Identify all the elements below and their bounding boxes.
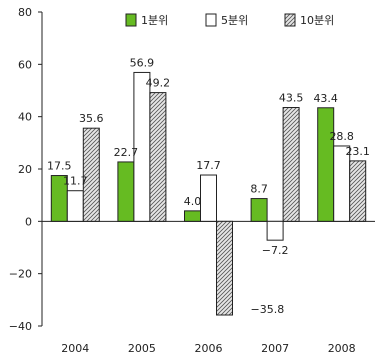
legend-label: 10분위 xyxy=(300,14,334,27)
y-tick-label: −20 xyxy=(9,268,32,281)
bar-1분위-2006 xyxy=(184,210,201,222)
bar-10분위-2006 xyxy=(216,220,233,316)
bar-10분위-2007 xyxy=(282,107,300,222)
data-labels: 17.5 22.7 4.0 8.7 43.4 11.7 56.9 17.7 −7.2 28.8 35… xyxy=(47,56,370,316)
legend-swatch xyxy=(205,13,217,27)
data-label: 35.6 xyxy=(79,112,104,125)
bar-1분위-2008 xyxy=(317,107,335,222)
x-axis: 2004 2005 2006 2007 2008 xyxy=(42,220,375,354)
bar-1분위-2005 xyxy=(117,161,135,222)
data-label: 43.4 xyxy=(313,92,338,105)
data-label: 11.7 xyxy=(63,175,88,188)
x-tick-label: 2004 xyxy=(61,342,89,354)
legend-swatch xyxy=(125,13,137,27)
bar-5분위-2007 xyxy=(266,220,284,241)
bar-10분위-2005 xyxy=(149,92,167,222)
data-label: 22.7 xyxy=(114,146,139,159)
data-label: 4.0 xyxy=(184,195,202,208)
y-tick-label: 20 xyxy=(18,163,32,176)
data-label: 56.9 xyxy=(130,56,155,69)
bar-10분위-2008 xyxy=(349,160,367,222)
legend-label: 5분위 xyxy=(221,14,248,27)
legend: 1분위 5분위 10분위 xyxy=(125,13,334,27)
y-tick-label: −40 xyxy=(9,320,32,333)
bar-5분위-2004 xyxy=(66,190,84,222)
data-label: −35.8 xyxy=(251,303,285,316)
bars xyxy=(50,71,367,316)
y-tick-label: 60 xyxy=(18,58,32,71)
data-label: 17.7 xyxy=(196,159,221,172)
data-label: 49.2 xyxy=(146,77,171,90)
y-tick-label: 80 xyxy=(18,6,32,19)
x-tick-label: 2006 xyxy=(195,342,223,354)
x-tick-label: 2007 xyxy=(261,342,289,354)
data-label: 43.5 xyxy=(279,92,304,105)
x-tick-label: 2008 xyxy=(328,342,356,354)
y-axis: 80 60 40 20 0 −20 −40 xyxy=(9,6,43,333)
y-tick-label: 40 xyxy=(18,111,32,124)
bar-5분위-2006 xyxy=(200,174,217,222)
x-tick-label: 2005 xyxy=(128,342,156,354)
data-label: 17.5 xyxy=(47,160,72,173)
legend-label: 1분위 xyxy=(141,14,168,27)
bar-10분위-2004 xyxy=(82,127,100,222)
legend-swatch xyxy=(284,13,296,27)
y-tick-label: 0 xyxy=(25,215,32,228)
data-label: −7.2 xyxy=(262,244,289,257)
data-label: 8.7 xyxy=(250,183,268,196)
data-label: 28.8 xyxy=(329,130,354,143)
bar-1분위-2007 xyxy=(250,198,268,222)
data-label: 23.1 xyxy=(345,145,370,158)
